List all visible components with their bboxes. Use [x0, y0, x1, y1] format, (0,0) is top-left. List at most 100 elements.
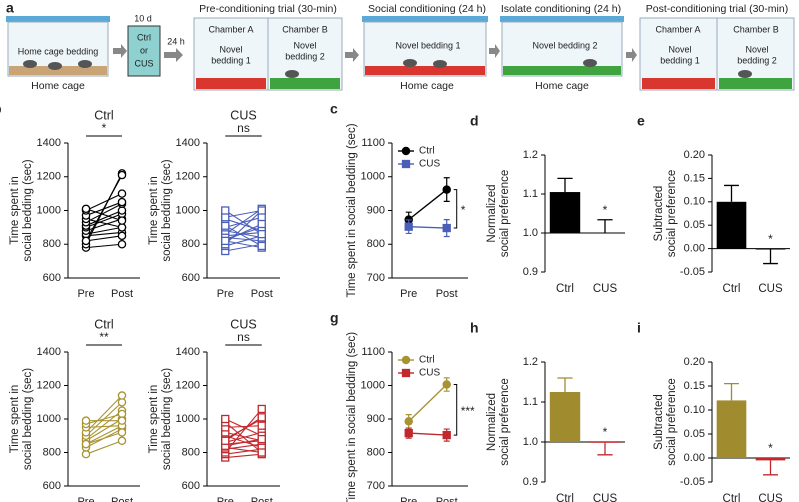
arrow — [626, 48, 637, 62]
bar — [755, 458, 786, 461]
error-bar — [597, 219, 613, 233]
subject-line — [85, 413, 123, 425]
y-tick-label: 1.1 — [523, 396, 538, 408]
y-tick-label: 1200 — [37, 379, 61, 391]
arrow — [164, 48, 183, 62]
subject-line — [85, 174, 123, 242]
subject-line — [225, 235, 262, 247]
y-axis-label: social bedding (sec) — [22, 368, 34, 470]
y-tick-label: 900 — [367, 204, 385, 216]
marker — [221, 206, 230, 215]
subject-line — [225, 230, 262, 239]
error-bar — [763, 460, 778, 476]
legend-marker — [401, 355, 411, 365]
y-tick-label: 800 — [182, 238, 200, 250]
treatment: CUS — [134, 58, 153, 68]
marker — [221, 414, 230, 424]
chamber: Chamber B — [282, 24, 328, 34]
x-tick-label: Ctrl — [723, 493, 741, 502]
y-tick-label: 1000 — [176, 204, 200, 216]
y-axis-label: Time spent in social bedding (sec) — [346, 332, 358, 502]
significance: * — [603, 203, 608, 217]
y-tick-label: 900 — [367, 413, 385, 425]
y-axis-label: Time spent in — [9, 176, 21, 245]
error-bar — [597, 442, 613, 456]
marker — [442, 430, 451, 440]
series-line — [408, 226, 447, 229]
marker — [257, 213, 266, 222]
bedding — [9, 66, 107, 75]
marker — [404, 222, 413, 231]
marker — [257, 434, 266, 444]
marker — [117, 428, 127, 437]
marker — [221, 236, 230, 246]
panel-label: d — [470, 113, 479, 129]
subject-line — [85, 425, 123, 428]
bedding-label: Novel — [745, 44, 768, 54]
subject-line — [225, 431, 262, 442]
x-tick-label: Pre — [217, 496, 234, 502]
panel-label: i — [637, 320, 641, 336]
marker — [81, 416, 91, 425]
y-tick-label: 800 — [182, 446, 200, 458]
bar — [589, 232, 621, 234]
marker — [442, 185, 451, 194]
bedding-label: Novel bedding 2 — [532, 40, 597, 50]
y-tick-label: 1100 — [361, 137, 385, 149]
y-axis-label: social bedding (sec) — [22, 159, 34, 261]
legend-marker — [401, 146, 411, 156]
y-tick-label: 0.05 — [684, 428, 705, 440]
x-tick-label: Post — [251, 288, 273, 300]
bedding — [365, 66, 485, 75]
x-tick-label: Post — [436, 288, 458, 300]
y-tick-label: 1000 — [37, 204, 61, 216]
y-tick-label: 1200 — [176, 171, 200, 183]
subject-line — [225, 218, 262, 232]
y-axis-label: Normalized — [486, 184, 498, 242]
chamber: Chamber A — [655, 24, 700, 34]
subject-line — [85, 231, 123, 237]
y-tick-label: 1400 — [176, 137, 200, 149]
subject-line — [225, 209, 262, 218]
subject-line — [85, 425, 123, 445]
marker — [117, 391, 127, 400]
y-axis-label: social preference — [666, 378, 678, 466]
bedding — [270, 78, 340, 89]
subject-line — [85, 203, 123, 223]
x-tick-label: Ctrl — [556, 493, 574, 502]
subject-line — [85, 218, 123, 228]
legend-label: Ctrl — [419, 355, 435, 366]
significance: * — [102, 121, 107, 135]
marker — [117, 231, 127, 241]
step-title: Isolate conditioning (24 h) — [501, 3, 621, 15]
mouse — [738, 70, 752, 78]
marker — [221, 436, 230, 445]
y-tick-label: 1000 — [361, 379, 385, 391]
bar — [755, 248, 786, 250]
mouse — [78, 60, 92, 68]
subject-line — [85, 218, 123, 232]
panel-label: a — [6, 0, 14, 16]
panel-label: h — [470, 320, 479, 336]
error-bar — [724, 382, 739, 401]
subject-line — [224, 208, 263, 235]
subject-line — [225, 223, 262, 242]
bar — [549, 192, 581, 233]
y-tick-label: -0.05 — [680, 476, 705, 488]
subject-line — [85, 243, 123, 249]
y-axis-label: Time spent in — [148, 385, 160, 454]
mouse — [583, 59, 597, 67]
arrow — [113, 44, 127, 58]
subject-line — [225, 438, 262, 447]
marker — [117, 216, 127, 225]
panel-label: g — [330, 310, 339, 326]
y-tick-label: 1400 — [37, 346, 61, 358]
y-tick-label: 0.00 — [684, 243, 705, 255]
y-tick-label: -0.05 — [680, 266, 705, 278]
y-tick-label: 1.0 — [523, 436, 538, 448]
bedding — [719, 78, 792, 89]
marker — [81, 204, 91, 214]
subject-line — [225, 418, 262, 437]
significance-bracket — [453, 189, 458, 229]
